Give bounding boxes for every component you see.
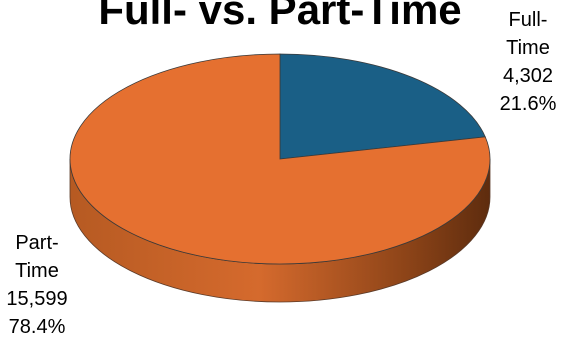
data-label-full-time-value: 4,302 (502, 65, 554, 87)
data-label-part-time-percent: 78.4% (8, 316, 66, 338)
pie-slice-part-time (69, 53, 491, 265)
data-label-part-time: Part- Time 15,599 78.4% (0, 229, 74, 341)
chart-title: Full- vs. Part-Time (98, 0, 462, 33)
data-label-full-time-line2: Time (506, 37, 550, 59)
data-label-part-time-value: 15,599 (6, 288, 68, 310)
data-label-part-time-line1: Part- (15, 232, 59, 254)
data-label-part-time-line2: Time (15, 260, 59, 282)
pie-slice-full-time (279, 53, 486, 160)
data-label-full-time: Full- Time 4,302 21.6% (488, 6, 567, 118)
data-label-full-time-line1: Full- (508, 9, 548, 31)
data-label-full-time-percent: 21.6% (499, 93, 557, 115)
